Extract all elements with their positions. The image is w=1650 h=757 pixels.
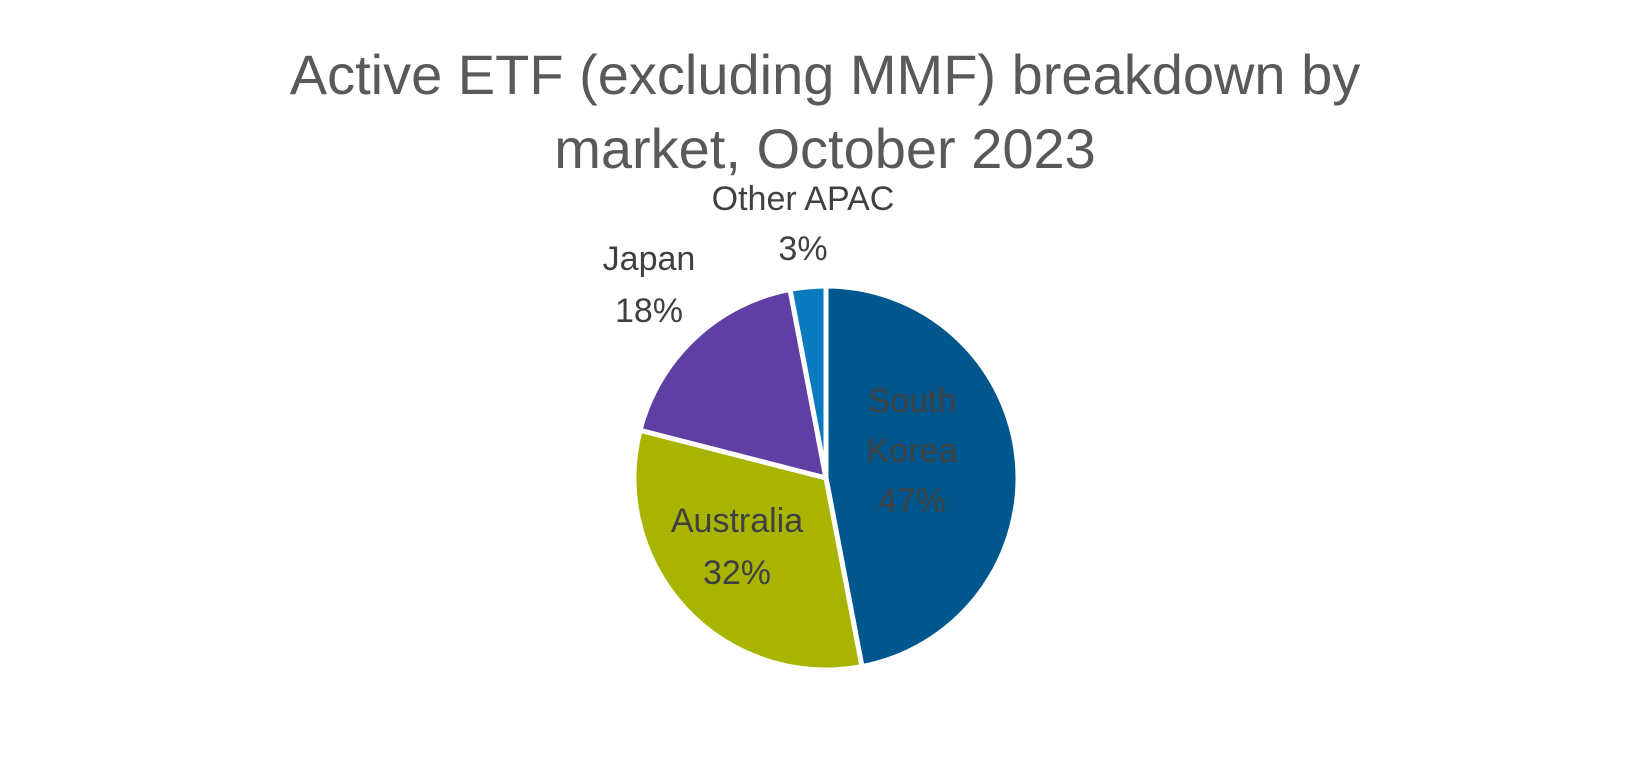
slice-label-line: Korea — [867, 432, 958, 470]
pie-slice-australia — [631, 427, 865, 673]
slice-label-australia: Australia 32% — [671, 502, 803, 592]
chart-title-line-2: market, October 2023 — [554, 117, 1096, 180]
slice-label-japan: Japan 18% — [603, 240, 696, 330]
pie-slice-japan — [637, 286, 829, 481]
slice-label-line: Australia — [671, 502, 803, 540]
slice-label-other-apac: Other APAC 3% — [712, 180, 895, 268]
slice-label-line: South — [868, 382, 957, 420]
slice-label-line: Other APAC — [712, 180, 895, 218]
chart-title-line-1: Active ETF (excluding MMF) breakdown by — [289, 43, 1361, 106]
pie-slice-other-apac — [787, 283, 829, 481]
slice-label-line: 32% — [703, 554, 771, 592]
chart-title: Active ETF (excluding MMF) breakdown by … — [0, 38, 1650, 186]
pie-slices — [631, 283, 1021, 673]
slice-label-line: 18% — [615, 292, 683, 330]
slice-label-south-korea: South Korea 47% — [867, 382, 958, 520]
slice-label-line: 47% — [878, 482, 946, 520]
pie-labels: South Korea 47% Australia 32% Japan 18% Other A… — [603, 180, 958, 592]
slice-label-line: Japan — [603, 240, 696, 278]
slice-label-line: 3% — [778, 230, 827, 268]
pie-slice-south-korea — [823, 283, 1021, 670]
